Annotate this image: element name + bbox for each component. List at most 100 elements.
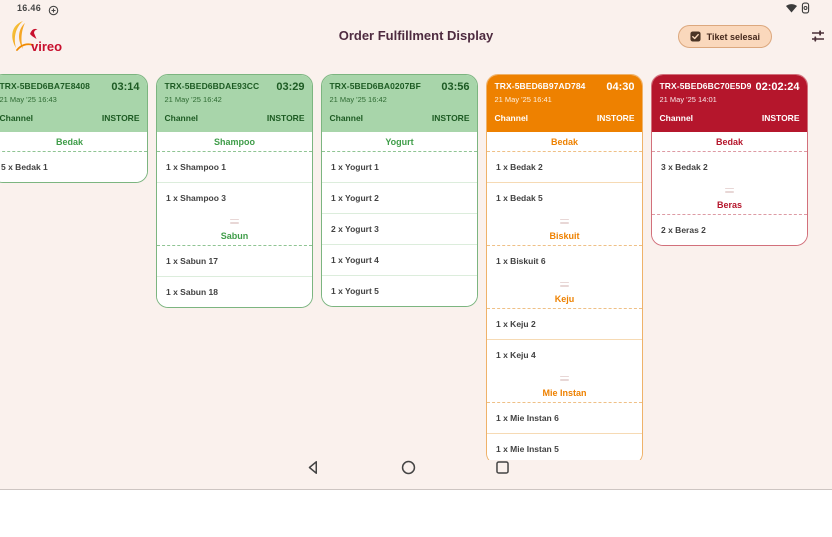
order-id: TRX-5BED6BA0207BF: [329, 80, 421, 91]
channel-label: Channel: [329, 112, 364, 123]
page-title: Order Fulfillment Display: [338, 28, 494, 43]
channel-value: INSTORE: [596, 112, 635, 123]
section-items: 3 x Bedak 2: [652, 151, 807, 182]
order-card-header: TRX-5BED6BA7E8408 03:14 21 May '25 16:43…: [0, 74, 147, 132]
order-item[interactable]: 1 x Bedak 5: [487, 181, 642, 213]
order-date: 21 May '25 16:42: [164, 94, 222, 104]
section-title: Bedak: [652, 132, 807, 152]
done-tickets-label: Tiket selesai: [706, 31, 760, 42]
order-card[interactable]: TRX-5BED6BA7E8408 03:14 21 May '25 16:43…: [0, 74, 148, 183]
channel-value: INSTORE: [761, 112, 800, 123]
order-id: TRX-5BED6BC70E5D9: [659, 80, 752, 91]
order-card-body: Bedak 5 x Bedak 1: [0, 132, 147, 182]
back-icon[interactable]: [305, 459, 322, 476]
section-title: Mie Instan: [487, 383, 642, 403]
order-card[interactable]: TRX-5BED6B97AD784 04:30 21 May '25 16:41…: [486, 74, 643, 460]
section-items: 5 x Bedak 1: [0, 151, 147, 182]
home-icon[interactable]: [400, 459, 417, 476]
order-timer: 02:02:24: [755, 80, 800, 93]
section-items: 1 x Biskuit 6: [487, 245, 642, 276]
done-tickets-button[interactable]: Tiket selesai: [677, 25, 772, 48]
order-item[interactable]: 1 x Mie Instan 5: [487, 432, 642, 460]
order-card[interactable]: TRX-5BED6BA0207BF 03:56 21 May '25 16:42…: [321, 74, 478, 307]
order-timer: 04:30: [606, 80, 635, 93]
battery-icon: [801, 2, 810, 14]
order-id: TRX-5BED6B97AD784: [494, 80, 586, 91]
order-timer: 03:29: [276, 80, 305, 93]
order-id: TRX-5BED6BDAE93CC: [164, 80, 260, 91]
order-item[interactable]: 1 x Yogurt 5: [322, 274, 477, 306]
svg-text:vireo: vireo: [31, 39, 62, 54]
order-card-header: TRX-5BED6B97AD784 04:30 21 May '25 16:41…: [487, 74, 642, 132]
order-item[interactable]: 1 x Yogurt 4: [322, 243, 477, 275]
wifi-icon: [785, 4, 798, 13]
order-item[interactable]: 1 x Sabun 17: [157, 245, 312, 276]
order-item[interactable]: 1 x Yogurt 2: [322, 181, 477, 213]
order-item[interactable]: 1 x Sabun 18: [157, 275, 312, 307]
channel-label: Channel: [659, 112, 694, 123]
section-divider: [652, 182, 807, 195]
order-board: TRX-5BED6BA7E8408 03:14 21 May '25 16:43…: [0, 74, 832, 460]
order-item[interactable]: 1 x Keju 2: [487, 308, 642, 339]
section-title: Sabun: [157, 226, 312, 246]
order-card-header: TRX-5BED6BA0207BF 03:56 21 May '25 16:42…: [322, 74, 477, 132]
order-card[interactable]: TRX-5BED6BDAE93CC 03:29 21 May '25 16:42…: [156, 74, 313, 308]
recents-icon[interactable]: [494, 459, 511, 476]
order-timer: 03:56: [441, 80, 470, 93]
order-item[interactable]: 2 x Yogurt 3: [322, 212, 477, 244]
order-item[interactable]: 1 x Biskuit 6: [487, 245, 642, 276]
app-bar: vireo Order Fulfillment Display Tiket se…: [0, 16, 832, 62]
android-nav-bar: [0, 457, 832, 481]
channel-label: Channel: [494, 112, 529, 123]
order-item[interactable]: 1 x Yogurt 1: [322, 151, 477, 182]
channel-label: Channel: [0, 112, 34, 123]
order-item[interactable]: 1 x Keju 4: [487, 338, 642, 370]
order-id: TRX-5BED6BA7E8408: [0, 80, 91, 91]
order-date: 21 May '25 16:43: [0, 94, 57, 104]
section-divider: [157, 213, 312, 226]
order-item[interactable]: 1 x Shampoo 1: [157, 151, 312, 182]
order-card[interactable]: TRX-5BED6BC70E5D9 02:02:24 21 May '25 14…: [651, 74, 808, 246]
checkbox-check-icon: [690, 31, 701, 42]
data-saver-icon: [48, 3, 59, 21]
status-bar: 16.46: [0, 0, 832, 18]
section-title: Shampoo: [157, 132, 312, 152]
channel-value: INSTORE: [266, 112, 305, 123]
vireo-logo: vireo: [8, 20, 64, 61]
section-title: Keju: [487, 289, 642, 309]
order-item[interactable]: 5 x Bedak 1: [0, 151, 147, 182]
section-divider: [487, 213, 642, 226]
section-divider: [487, 370, 642, 383]
order-card-body: Bedak 3 x Bedak 2 Beras 2 x Beras 2: [652, 132, 807, 245]
section-divider: [487, 276, 642, 289]
order-item[interactable]: 1 x Mie Instan 6: [487, 402, 642, 433]
section-items: 2 x Beras 2: [652, 214, 807, 245]
channel-label: Channel: [164, 112, 199, 123]
status-icons: [785, 2, 810, 14]
order-date: 21 May '25 14:01: [659, 94, 717, 104]
order-timer: 03:14: [111, 80, 140, 93]
channel-value: INSTORE: [101, 112, 140, 123]
filter-tune-icon[interactable]: [809, 27, 827, 45]
order-item[interactable]: 1 x Shampoo 3: [157, 181, 312, 213]
order-card-header: TRX-5BED6BC70E5D9 02:02:24 21 May '25 14…: [652, 74, 807, 132]
order-item[interactable]: 1 x Bedak 2: [487, 151, 642, 182]
order-date: 21 May '25 16:42: [329, 94, 387, 104]
order-item[interactable]: 2 x Beras 2: [652, 214, 807, 245]
section-items: 1 x Sabun 17 1 x Sabun 18: [157, 245, 312, 307]
section-title: Biskuit: [487, 226, 642, 246]
order-card-header: TRX-5BED6BDAE93CC 03:29 21 May '25 16:42…: [157, 74, 312, 132]
section-title: Bedak: [487, 132, 642, 152]
section-title: Beras: [652, 195, 807, 215]
status-clock: 16.46: [17, 3, 42, 13]
order-item[interactable]: 3 x Bedak 2: [652, 151, 807, 182]
app-screen: 16.46 vireo Order Fulfil: [0, 0, 832, 490]
